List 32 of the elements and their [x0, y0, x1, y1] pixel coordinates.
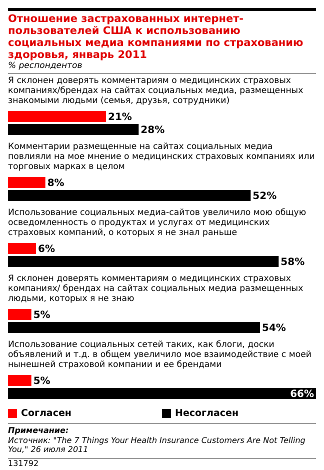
legend-label: Несогласен — [174, 408, 240, 419]
chart-subtitle: % респондентов — [8, 61, 316, 74]
legend-label: Согласен — [20, 408, 72, 419]
bar — [8, 375, 32, 386]
y-tick-label: Комментарии размещенные на сайтах социальных медиа повлияли на мое мнение о медицинских страховых компаниях или торговых марках в целом — [8, 142, 316, 172]
data-label: 8% — [47, 178, 64, 189]
y-tick-label: Использование социальных сетей таких, как блоги, доски объявлений и т.д. в общем увеличило мое взаимодействие с моей нынешней страховой компании и ее брендами — [8, 340, 313, 370]
data-label: 54% — [262, 323, 286, 334]
bar — [8, 190, 251, 201]
bar — [8, 111, 106, 122]
data-label: 21% — [108, 112, 132, 123]
bar — [8, 322, 260, 333]
bar — [8, 243, 36, 254]
bar — [8, 124, 139, 135]
bar — [8, 309, 32, 320]
text: 131792 — [8, 458, 316, 468]
bar — [8, 388, 316, 399]
bar — [8, 177, 46, 188]
data-label: 6% — [38, 244, 55, 255]
data-label: 5% — [33, 376, 50, 387]
data-label: 52% — [252, 191, 277, 202]
chart-title: Отношение застрахованных интернет-пользователей США к использованию социальных медиа компаниями по страхованию здоровья, январь 2011 — [8, 8, 316, 61]
y-tick-label: Использование социальных медиа-сайтов увеличило мою общую осведомленность о продуктах и услугах от медицинских страховых компаний, о которых я не знал раньше — [8, 208, 308, 238]
bar — [8, 256, 279, 267]
text: Примечание: — [8, 426, 70, 436]
data-label: 58% — [280, 257, 305, 268]
data-label: 5% — [33, 310, 50, 321]
text: Источник: "The 7 Things Your Health Insurance Customers Are Not Telling You," 26 июля 2011 — [8, 436, 306, 454]
data-label: 28% — [140, 125, 165, 136]
y-tick-label: Я склонен доверять комментариям о медицинских страховых компаниях/ брендах на сайтах социальных медиа размещенных людьми, которых я не знаю — [8, 274, 304, 304]
data-label: 66% — [290, 389, 314, 400]
y-tick-label: Я склонен доверять комментариям о медицинских страховых компаниях/брендах на сайтах социальных медиа, размещенных знакомыми людьми (семья, друзья, сотрудники) — [8, 76, 304, 106]
